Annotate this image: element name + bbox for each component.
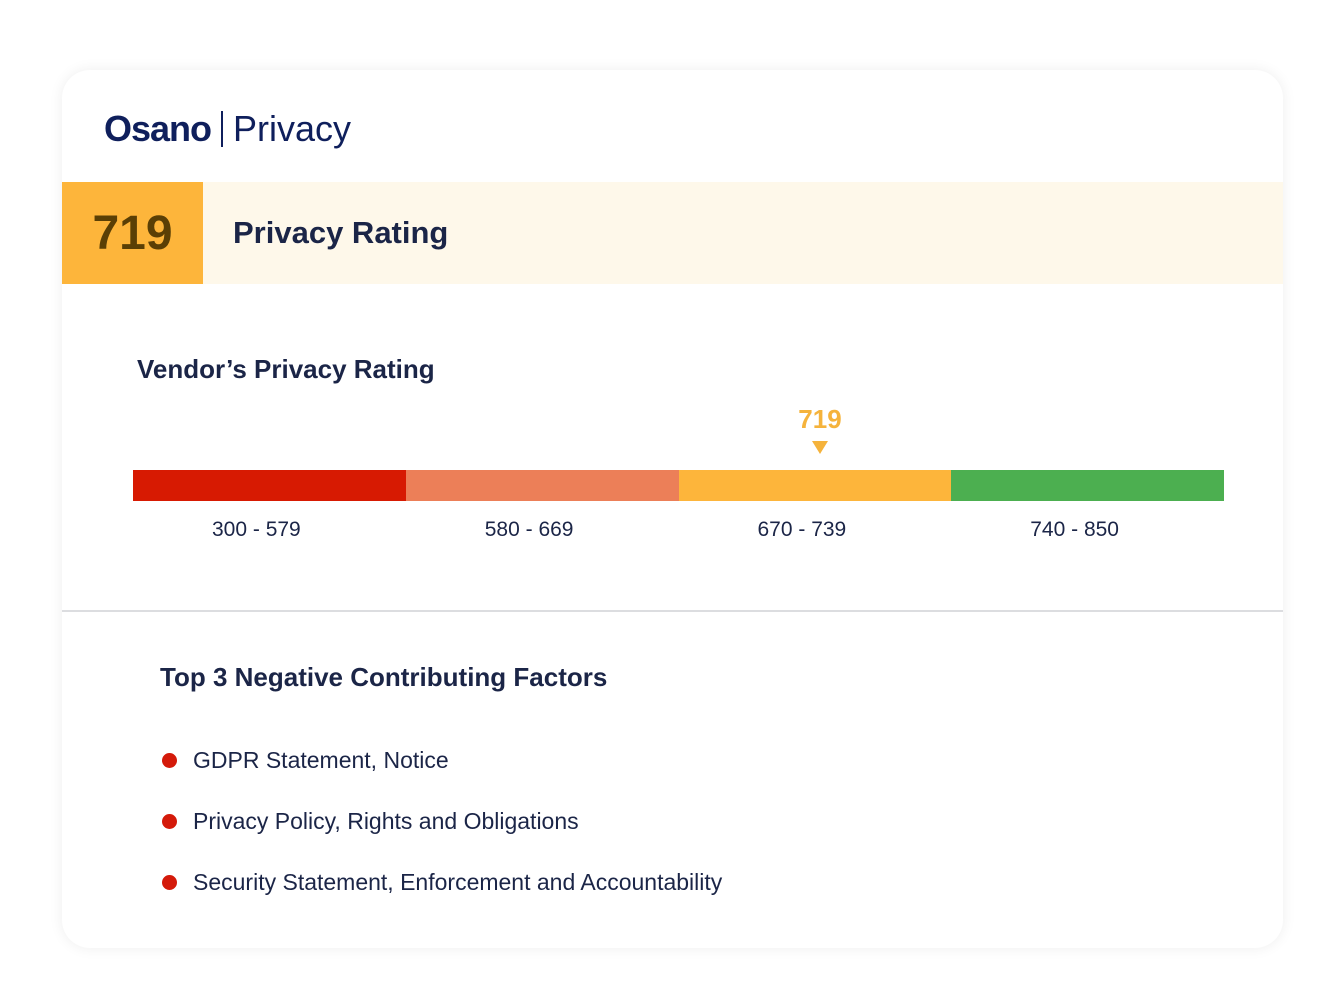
score-badge: 719 (62, 182, 203, 284)
scale-segment (133, 470, 406, 501)
factors-list: GDPR Statement, Notice Privacy Policy, R… (162, 730, 722, 913)
bullet-icon (162, 753, 177, 768)
scale-label: 580 - 669 (484, 518, 574, 541)
marker-value: 719 (798, 404, 842, 434)
scale-segment (951, 470, 1224, 501)
scale-segment (405, 470, 679, 501)
bullet-icon (162, 814, 177, 829)
scale-segment (678, 470, 952, 501)
rating-title: Privacy Rating (233, 215, 449, 250)
list-item: GDPR Statement, Notice (162, 730, 722, 791)
marker-arrow-icon (812, 441, 828, 454)
factor-label: GDPR Statement, Notice (193, 747, 449, 773)
product-name: Privacy (233, 108, 352, 149)
factors-title: Top 3 Negative Contributing Factors (160, 662, 608, 692)
scale-label: 300 - 579 (212, 518, 301, 541)
factor-label: Privacy Policy, Rights and Obligations (193, 808, 579, 834)
scale-label: 740 - 850 (1030, 518, 1119, 541)
divider (62, 610, 1283, 612)
rating-scale-bar (133, 470, 1224, 501)
logo-divider (221, 111, 224, 147)
privacy-rating-card: Osano Privacy 719 Privacy Rating Vendor’… (62, 70, 1283, 948)
bullet-icon (162, 875, 177, 890)
brand-name: Osano (104, 108, 212, 149)
scale-title: Vendor’s Privacy Rating (137, 354, 435, 384)
list-item: Privacy Policy, Rights and Obligations (162, 791, 722, 852)
score-marker: 719 (798, 404, 842, 454)
rating-banner: 719 Privacy Rating (62, 182, 1283, 284)
scale-label: 670 - 739 (757, 518, 847, 541)
scale-labels: 300 - 579 580 - 669 670 - 739 740 - 850 (133, 518, 1224, 542)
factor-label: Security Statement, Enforcement and Acco… (193, 869, 723, 895)
list-item: Security Statement, Enforcement and Acco… (162, 852, 722, 913)
osano-logo: Osano Privacy (104, 108, 351, 150)
